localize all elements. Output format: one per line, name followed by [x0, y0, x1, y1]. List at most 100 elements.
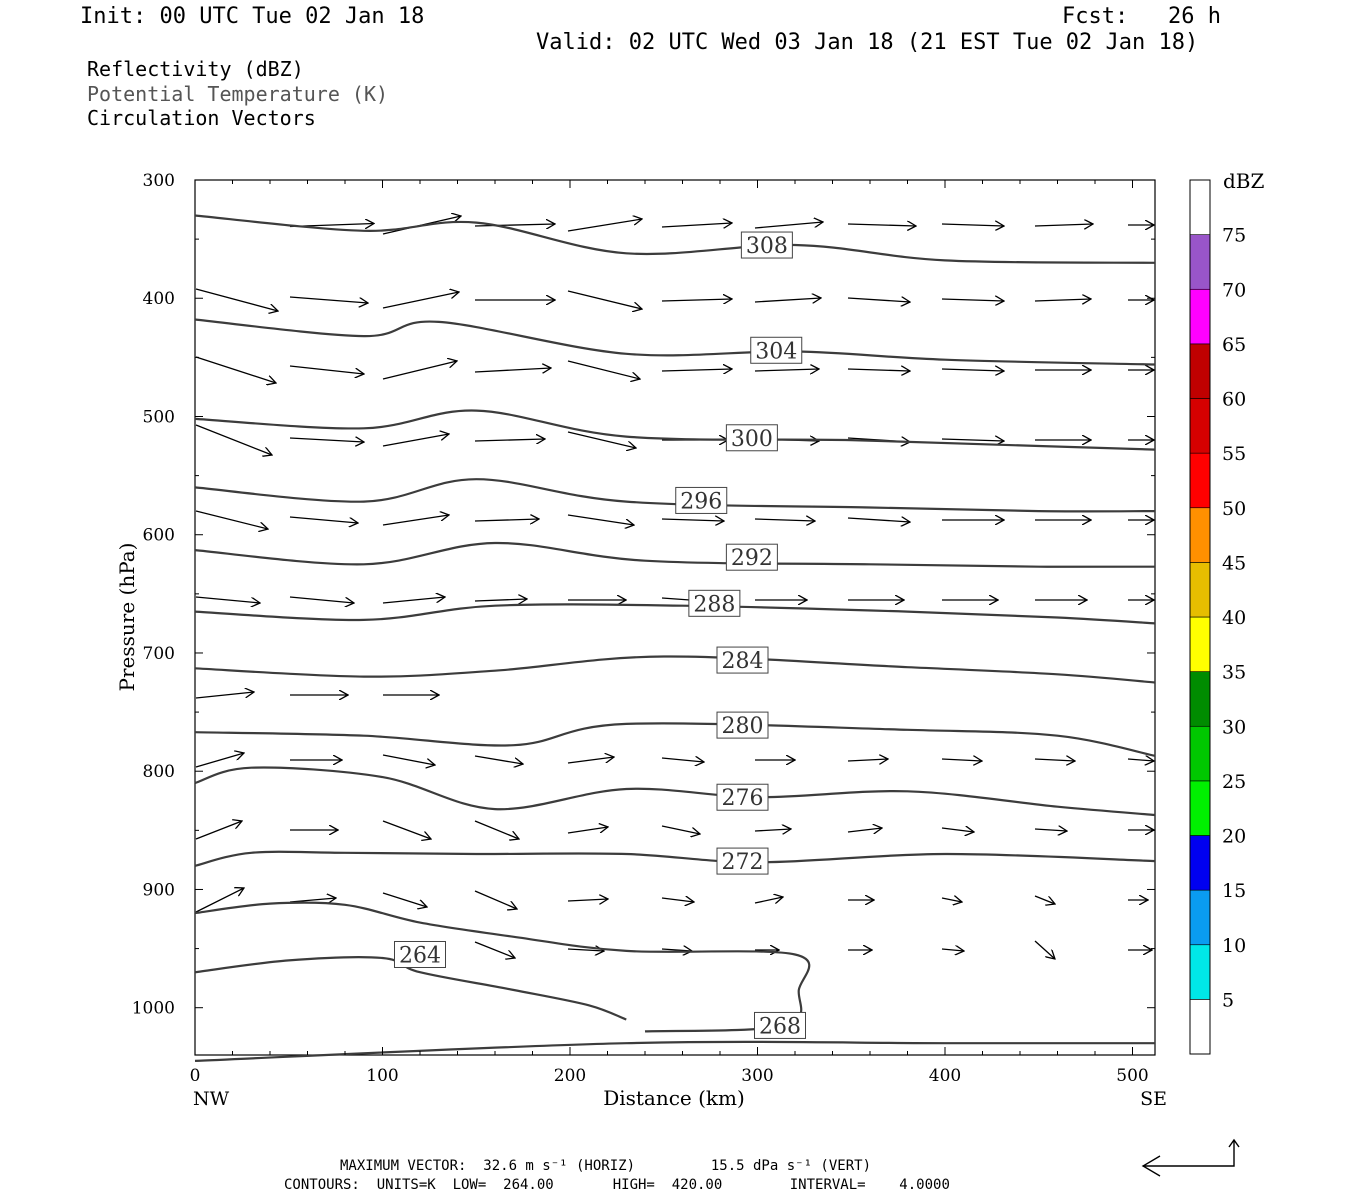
y-tick-label: 300 [143, 171, 175, 191]
colorbar-label: 45 [1222, 552, 1246, 574]
circulation-vector [567, 514, 634, 525]
contour-296 [194, 478, 1156, 513]
contour-280 [194, 722, 1156, 757]
contour-276 [194, 766, 1156, 817]
y-tick-label: 400 [143, 289, 175, 309]
colorbar-bin [1189, 507, 1211, 563]
field-reflectivity: Reflectivity (dBZ) [87, 57, 304, 81]
circulation-vector [847, 518, 910, 522]
y-tick-label: 700 [143, 644, 175, 664]
circulation-vector [289, 596, 354, 603]
colorbar-bin [1189, 835, 1211, 891]
circulation-vector [1034, 224, 1093, 226]
colorbar-bin [1189, 288, 1211, 345]
circulation-vector [195, 424, 272, 455]
contour-label-264: 264 [399, 943, 441, 968]
circulation-vector [567, 827, 608, 834]
colorbar-label: 5 [1222, 989, 1234, 1011]
contour-label-box [688, 589, 741, 617]
field-potential-temperature: Potential Temperature (K) [87, 82, 389, 106]
contour-label-box [754, 1011, 806, 1039]
circulation-vector [382, 597, 445, 604]
circulation-vector [661, 519, 724, 521]
circulation-vector [661, 898, 694, 902]
circulation-vector [567, 219, 642, 232]
circulation-vector [941, 949, 964, 951]
x-tick-label: 100 [366, 1066, 398, 1086]
circulation-vector [941, 828, 974, 832]
contour-label-292: 292 [731, 546, 773, 571]
circulation-vector [1127, 759, 1154, 761]
colorbar-label: 50 [1222, 498, 1246, 520]
circulation-vector [1034, 759, 1075, 761]
axes: 0 100 200 300 400 500 300 400 500 600 700 800 900 100… [132, 171, 1155, 1086]
colorbar: 5 10 15 20 25 30 35 40 45 50 55 60 65 70 75 [1189, 179, 1246, 1055]
circulation-vector [382, 820, 431, 839]
contour-label-288: 288 [693, 592, 735, 617]
circulation-vector [474, 439, 545, 441]
circulation-vector [567, 899, 608, 901]
colorbar-bin [1189, 944, 1211, 1000]
contour-label-276: 276 [722, 786, 764, 811]
end-label-nw: NW [193, 1088, 230, 1110]
colorbar-label: 55 [1222, 443, 1246, 465]
x-tick-label: 300 [741, 1066, 773, 1086]
circulation-vector [195, 356, 276, 383]
end-label-se: SE [1140, 1088, 1167, 1110]
circulation-vector [474, 368, 551, 372]
contour-surface [194, 1040, 1155, 1062]
circulation-vector [1034, 829, 1067, 831]
circulation-vector [941, 224, 1004, 226]
circulation-vector [195, 888, 244, 913]
contour-label-284: 284 [722, 649, 764, 674]
circulation-vector [382, 292, 459, 309]
circulation-vector [474, 599, 527, 601]
circulation-vector [195, 692, 254, 699]
colorbar-bin [1189, 234, 1211, 290]
circulation-vector [474, 224, 555, 226]
circulation-vector [1034, 895, 1055, 904]
contour-label-box [750, 336, 803, 364]
circulation-vector [195, 753, 244, 768]
x-axis-title: Distance (km) [603, 1086, 745, 1110]
circulation-vector [382, 754, 435, 765]
colorbar-label: 35 [1222, 662, 1246, 684]
circulation-vector [661, 825, 700, 834]
y-axis-title: Pressure (hPa) [115, 543, 139, 692]
y-tick-label: 1000 [132, 999, 175, 1019]
colorbar-label: 70 [1222, 279, 1246, 301]
circulation-vector [195, 821, 242, 840]
contour-labels: 308 304 300 296 292 288 284 280 276 272 268 264 [394, 231, 806, 1039]
colorbar-label: 25 [1222, 771, 1246, 793]
valid-time: Valid: 02 UTC Wed 03 Jan 18 (21 EST Tue … [536, 30, 1199, 55]
colorbar-bin [1189, 398, 1211, 454]
colorbar-bin [1189, 725, 1211, 782]
contour-label-296: 296 [680, 489, 722, 514]
contour-label-box [725, 543, 778, 571]
circulation-vector [1034, 940, 1055, 959]
colorbar-label: 15 [1222, 880, 1246, 902]
circulation-vector [941, 299, 1004, 301]
init-time: Init: 00 UTC Tue 02 Jan 18 [80, 4, 425, 29]
circulation-vector [847, 224, 916, 226]
circulation-vector [382, 434, 449, 447]
contour-300 [194, 409, 1156, 451]
circulation-vector [754, 897, 783, 903]
contour-label-box [725, 424, 778, 452]
circulation-vector [195, 510, 268, 529]
circulation-vector [289, 898, 336, 902]
circulation-vector [661, 758, 704, 762]
contour-268 [194, 901, 811, 1033]
circulation-vector [754, 519, 815, 521]
circulation-vector [847, 759, 888, 761]
contour-label-box [716, 847, 769, 875]
circulation-vector [567, 360, 640, 379]
contour-label-box [394, 940, 446, 968]
circulation-vector [289, 365, 364, 374]
contour-label-box [716, 646, 769, 674]
circulation-vector [754, 222, 823, 229]
contour-label-308: 308 [746, 234, 788, 259]
max-vector-info: MAXIMUM VECTOR: 32.6 m s⁻¹ (HORIZ) 15.5 … [340, 1158, 872, 1174]
circulation-vector [474, 755, 523, 764]
